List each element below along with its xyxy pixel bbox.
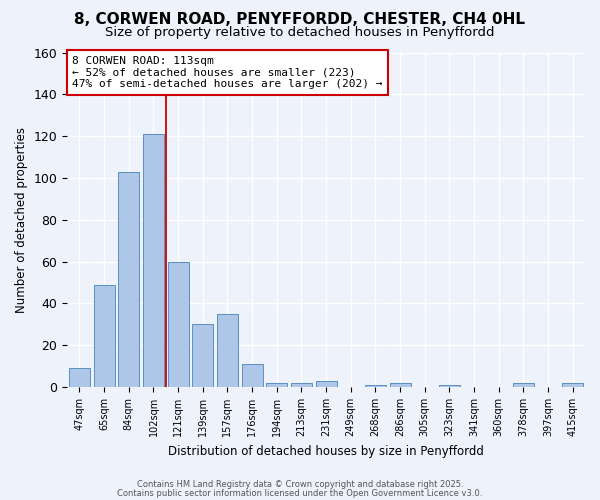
Bar <box>192 324 213 387</box>
Text: Contains public sector information licensed under the Open Government Licence v3: Contains public sector information licen… <box>118 488 482 498</box>
Bar <box>291 383 312 387</box>
Text: Contains HM Land Registry data © Crown copyright and database right 2025.: Contains HM Land Registry data © Crown c… <box>137 480 463 489</box>
Bar <box>217 314 238 387</box>
Bar <box>439 385 460 387</box>
Bar <box>513 383 534 387</box>
Bar <box>316 381 337 387</box>
Bar <box>94 284 115 387</box>
Y-axis label: Number of detached properties: Number of detached properties <box>15 127 28 313</box>
Bar <box>242 364 263 387</box>
Bar <box>69 368 90 387</box>
Text: Size of property relative to detached houses in Penyffordd: Size of property relative to detached ho… <box>105 26 495 39</box>
Bar <box>143 134 164 387</box>
Bar <box>167 262 188 387</box>
Bar <box>562 383 583 387</box>
X-axis label: Distribution of detached houses by size in Penyffordd: Distribution of detached houses by size … <box>168 444 484 458</box>
Bar <box>365 385 386 387</box>
Text: 8 CORWEN ROAD: 113sqm
← 52% of detached houses are smaller (223)
47% of semi-det: 8 CORWEN ROAD: 113sqm ← 52% of detached … <box>73 56 383 89</box>
Bar <box>389 383 410 387</box>
Text: 8, CORWEN ROAD, PENYFFORDD, CHESTER, CH4 0HL: 8, CORWEN ROAD, PENYFFORDD, CHESTER, CH4… <box>74 12 526 26</box>
Bar <box>118 172 139 387</box>
Bar <box>266 383 287 387</box>
